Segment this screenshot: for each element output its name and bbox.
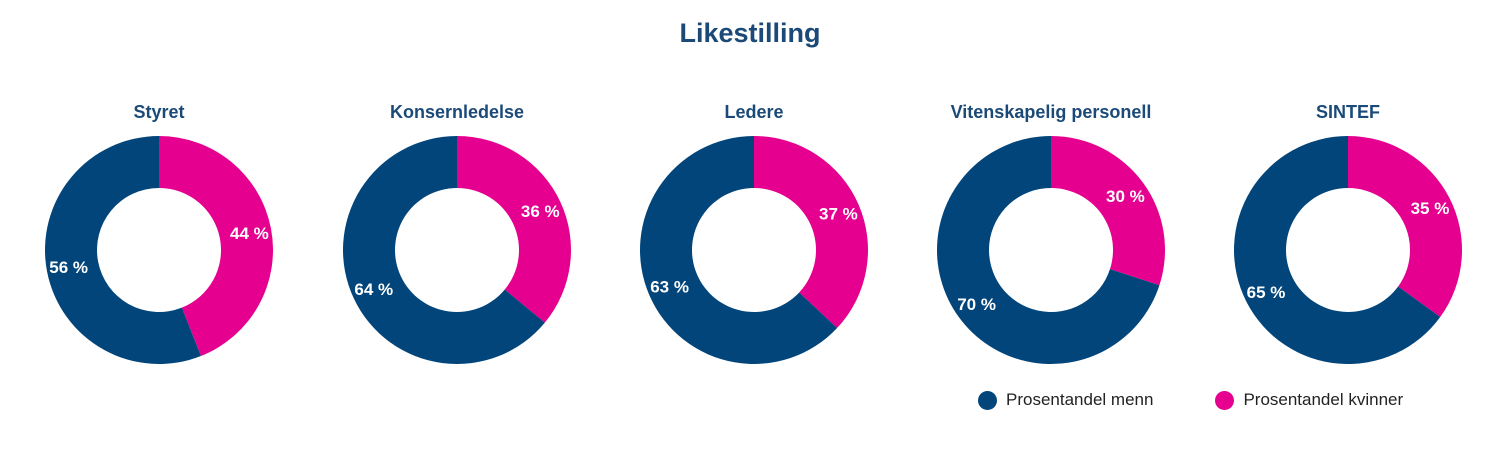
- slice-kvinner: [159, 136, 273, 356]
- slice-kvinner: [1051, 136, 1165, 286]
- label-kvinner: 35 %: [1411, 199, 1450, 218]
- label-kvinner: 44 %: [230, 224, 269, 243]
- label-menn: 56 %: [49, 258, 88, 277]
- slice-kvinner: [457, 136, 571, 323]
- label-menn: 64 %: [354, 280, 393, 299]
- legend-label-menn: Prosentandel menn: [1006, 390, 1154, 409]
- slice-menn: [1233, 136, 1441, 364]
- slice-kvinner: [754, 136, 868, 329]
- legend-swatch-kvinner: [1215, 390, 1235, 410]
- label-menn: 70 %: [957, 295, 996, 314]
- donut-title: Konsernledelse: [390, 102, 524, 122]
- slice-menn: [343, 136, 545, 364]
- label-kvinner: 37 %: [819, 204, 858, 223]
- slice-kvinner: [1348, 136, 1462, 318]
- legend-swatch-menn: [978, 390, 997, 410]
- label-kvinner: 30 %: [1106, 187, 1145, 206]
- legend-item-menn: Prosentandel menn: [978, 390, 1153, 410]
- slice-menn: [936, 136, 1160, 364]
- slice-menn: [640, 136, 838, 364]
- chart-title: Likestilling: [679, 18, 821, 48]
- donut-title: Vitenskapelig personell: [951, 102, 1152, 122]
- label-menn: 63 %: [650, 278, 689, 297]
- label-kvinner: 36 %: [521, 202, 560, 221]
- donut-title: Styret: [133, 102, 184, 122]
- label-menn: 65 %: [1247, 283, 1286, 302]
- legend: Prosentandel menn Prosentandel kvinner: [978, 390, 1403, 410]
- slice-menn: [45, 136, 201, 364]
- donut-title: SINTEF: [1316, 102, 1380, 122]
- donut-title: Ledere: [724, 102, 783, 122]
- legend-label-kvinner: Prosentandel kvinner: [1243, 390, 1404, 409]
- legend-item-kvinner: Prosentandel kvinner: [1215, 390, 1403, 410]
